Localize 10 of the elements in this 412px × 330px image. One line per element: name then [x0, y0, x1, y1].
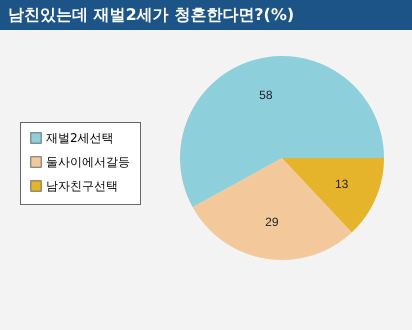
data-label: 29 — [265, 215, 279, 230]
legend-label: 남자친구선택 — [46, 179, 118, 193]
legend-label: 둘사이에서갈등 — [46, 155, 130, 169]
data-label: 58 — [259, 88, 273, 102]
data-label: 13 — [334, 176, 349, 191]
pie-slice — [282, 158, 384, 232]
chart-title: 남친있는데 재벌2세가 청혼한다면?(%) — [0, 0, 412, 30]
legend-label: 재벌2세선택 — [46, 131, 114, 145]
pie-slice — [192, 158, 352, 260]
pie-slice — [180, 56, 384, 208]
